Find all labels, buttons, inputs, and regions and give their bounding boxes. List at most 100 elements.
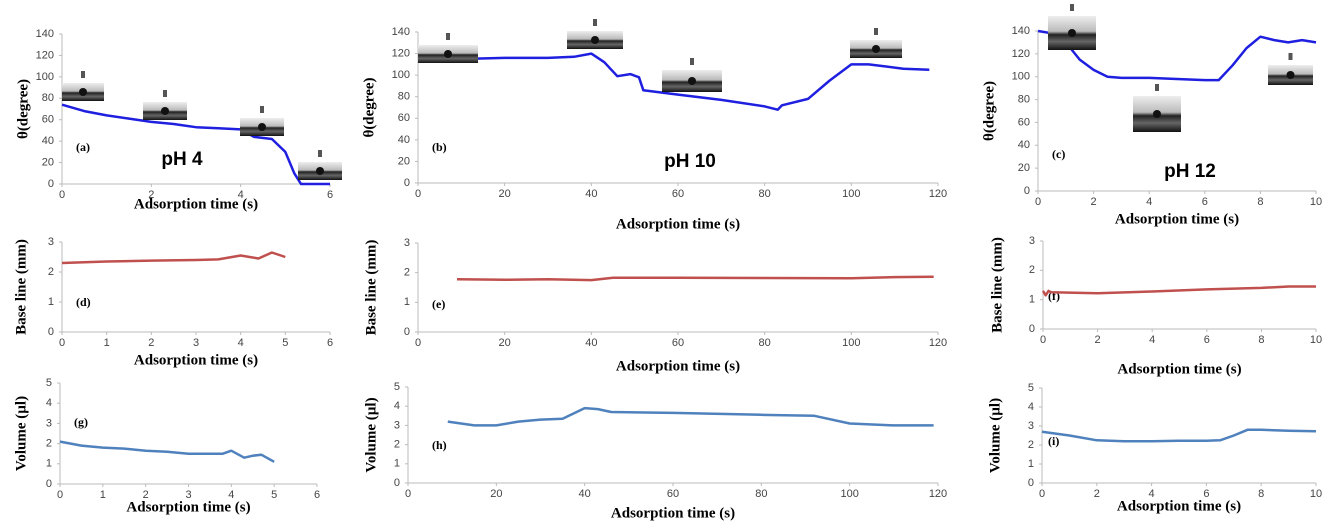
y-tick-label: 3 bbox=[48, 236, 54, 248]
needle bbox=[318, 150, 322, 157]
droplet-image bbox=[298, 150, 342, 180]
x-tick-label: 4 bbox=[238, 337, 244, 349]
y-tick-label: 4 bbox=[394, 400, 400, 412]
x-tick-label: 4 bbox=[228, 489, 234, 501]
x-tick-label: 20 bbox=[499, 337, 511, 349]
y-axis-title: θ(degree) bbox=[981, 81, 997, 141]
y-axis-title: Base line (mm) bbox=[13, 239, 29, 335]
y-tick-label: 0 bbox=[404, 326, 410, 338]
annotation: pH 12 bbox=[1164, 161, 1216, 182]
y-tick-label: 0 bbox=[1029, 323, 1035, 335]
y-tick-label: 5 bbox=[46, 377, 52, 389]
y-tick-label: 0 bbox=[394, 477, 400, 489]
y-axis-title: Volume (µl) bbox=[13, 396, 29, 471]
x-axis-title: Adsorption time (s) bbox=[611, 505, 735, 521]
y-tick-label: 0 bbox=[1024, 185, 1030, 197]
y-tick-label: 3 bbox=[1029, 235, 1035, 247]
x-tick-label: 0 bbox=[1040, 334, 1046, 346]
droplet bbox=[444, 50, 452, 58]
droplet-image bbox=[1268, 53, 1313, 85]
data-line bbox=[61, 251, 286, 265]
panel-label: (h) bbox=[432, 438, 447, 452]
y-tick-label: 1 bbox=[1028, 458, 1034, 470]
x-tick-label: 120 bbox=[929, 337, 947, 349]
x-tick-label: 8 bbox=[1258, 334, 1264, 346]
x-tick-label: 4 bbox=[1149, 334, 1155, 346]
x-tick-label: 40 bbox=[585, 337, 597, 349]
x-tick-label: 0 bbox=[1035, 196, 1041, 208]
x-tick-label: 100 bbox=[842, 188, 860, 200]
droplet-image bbox=[662, 58, 722, 92]
droplet bbox=[688, 77, 696, 85]
x-tick-label: 5 bbox=[282, 337, 288, 349]
y-tick-label: 1 bbox=[1029, 294, 1035, 306]
x-tick-label: 8 bbox=[1257, 196, 1263, 208]
x-tick-label: 2 bbox=[148, 337, 154, 349]
x-axis-title: Adsorption time (s) bbox=[134, 352, 258, 368]
droplet bbox=[872, 45, 880, 53]
y-tick-label: 0 bbox=[48, 326, 54, 338]
y-tick-label: 3 bbox=[404, 237, 410, 249]
x-tick-label: 6 bbox=[1204, 334, 1210, 346]
x-tick-label: 4 bbox=[1149, 488, 1155, 500]
panel: 0 1 2 3 4 5 0 1 2 3 4 5 6 Adsorption time (s) Volume (… bbox=[13, 377, 320, 516]
x-tick-label: 100 bbox=[842, 337, 860, 349]
data-line bbox=[1041, 285, 1316, 297]
x-tick-label: 2 bbox=[1091, 196, 1097, 208]
x-axis-title: Adsorption time (s) bbox=[126, 499, 250, 515]
droplet-image bbox=[418, 33, 478, 63]
y-tick-label: 1 bbox=[394, 458, 400, 470]
panel-label: (a) bbox=[76, 140, 90, 154]
y-tick-label: 5 bbox=[1028, 382, 1034, 394]
panel-label: (i) bbox=[1048, 434, 1059, 448]
x-tick-label: 6 bbox=[327, 337, 333, 349]
x-tick-label: 20 bbox=[499, 188, 511, 200]
x-tick-label: 10 bbox=[1310, 334, 1322, 346]
x-tick-label: 1 bbox=[100, 489, 106, 501]
droplet bbox=[1153, 110, 1161, 118]
droplet-image bbox=[62, 71, 104, 101]
y-axis-title: Volume (µl) bbox=[987, 398, 1003, 473]
y-tick-label: 60 bbox=[398, 112, 410, 124]
x-tick-label: 6 bbox=[1202, 196, 1208, 208]
y-tick-label: 80 bbox=[42, 92, 54, 104]
panel: 0 20 40 60 80 100 120 140 0 2 4 6 Adsorption time (s… bbox=[15, 28, 333, 213]
droplet-image bbox=[567, 19, 623, 49]
data-line bbox=[418, 52, 930, 111]
x-tick-label: 0 bbox=[415, 337, 421, 349]
y-tick-label: 60 bbox=[1018, 116, 1030, 128]
y-tick-label: 2 bbox=[1028, 439, 1034, 451]
y-tick-label: 120 bbox=[36, 49, 54, 61]
y-axis-title: θ(degree) bbox=[361, 77, 377, 137]
x-tick-label: 60 bbox=[672, 188, 684, 200]
y-tick-label: 120 bbox=[1012, 48, 1030, 60]
x-axis-title: Adsorption time (s) bbox=[1115, 211, 1239, 227]
panel: 0 1 2 3 4 5 0 20 40 60 80 100 120 Adsorption time (s)… bbox=[363, 381, 947, 521]
y-tick-label: 0 bbox=[46, 478, 52, 490]
y-tick-label: 2 bbox=[404, 267, 410, 279]
y-tick-label: 2 bbox=[46, 438, 52, 450]
x-tick-label: 3 bbox=[185, 489, 191, 501]
y-tick-label: 20 bbox=[42, 156, 54, 168]
y-tick-label: 4 bbox=[1028, 401, 1034, 413]
y-tick-label: 5 bbox=[394, 381, 400, 393]
annotation: pH 4 bbox=[161, 149, 203, 170]
x-tick-label: 6 bbox=[327, 189, 333, 201]
y-tick-label: 1 bbox=[48, 296, 54, 308]
y-tick-label: 100 bbox=[392, 69, 410, 81]
x-tick-label: 120 bbox=[929, 188, 947, 200]
data-line bbox=[1041, 428, 1317, 443]
x-tick-label: 120 bbox=[929, 488, 947, 500]
y-tick-label: 2 bbox=[1029, 264, 1035, 276]
x-tick-label: 60 bbox=[667, 488, 679, 500]
x-tick-label: 2 bbox=[143, 489, 149, 501]
x-tick-label: 0 bbox=[59, 337, 65, 349]
droplet bbox=[79, 88, 87, 96]
x-tick-label: 80 bbox=[759, 337, 771, 349]
droplet bbox=[161, 107, 169, 115]
x-tick-label: 20 bbox=[490, 488, 502, 500]
droplet bbox=[591, 36, 599, 44]
x-tick-label: 2 bbox=[1094, 488, 1100, 500]
data-line bbox=[447, 406, 934, 427]
annotation: pH 10 bbox=[664, 151, 716, 172]
